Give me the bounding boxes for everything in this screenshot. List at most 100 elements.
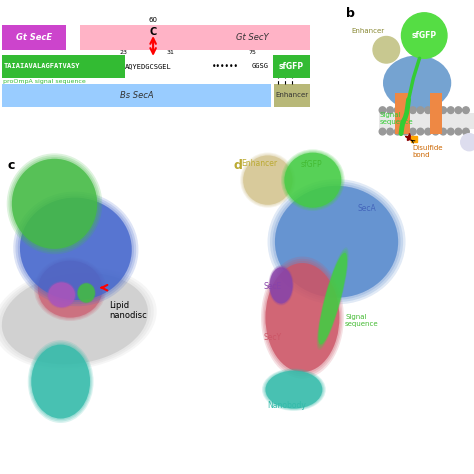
Circle shape: [463, 107, 469, 113]
Ellipse shape: [270, 267, 292, 303]
Circle shape: [373, 36, 400, 63]
Ellipse shape: [270, 182, 403, 302]
Text: 23: 23: [119, 49, 127, 55]
Ellipse shape: [268, 265, 294, 306]
Ellipse shape: [78, 283, 95, 302]
Ellipse shape: [275, 186, 398, 298]
Ellipse shape: [263, 369, 325, 410]
Text: Lipid
nanodisc: Lipid nanodisc: [109, 301, 147, 320]
Circle shape: [432, 128, 439, 135]
Text: 31: 31: [167, 49, 174, 55]
Ellipse shape: [7, 154, 102, 254]
Circle shape: [379, 107, 386, 113]
Text: proOmpA signal sequence: proOmpA signal sequence: [3, 79, 86, 84]
Ellipse shape: [269, 266, 293, 304]
Ellipse shape: [265, 371, 322, 409]
Ellipse shape: [383, 55, 451, 110]
Text: 60: 60: [149, 17, 157, 23]
FancyBboxPatch shape: [395, 93, 410, 134]
FancyBboxPatch shape: [80, 25, 310, 50]
Ellipse shape: [264, 370, 323, 410]
Ellipse shape: [0, 271, 151, 366]
Text: C: C: [149, 27, 157, 37]
Ellipse shape: [261, 256, 344, 379]
Ellipse shape: [2, 273, 148, 365]
Circle shape: [394, 107, 401, 113]
Ellipse shape: [18, 196, 134, 302]
Text: d: d: [234, 159, 243, 172]
Ellipse shape: [317, 247, 349, 350]
Ellipse shape: [284, 153, 341, 208]
Text: 75: 75: [249, 49, 256, 55]
FancyBboxPatch shape: [379, 113, 474, 129]
Ellipse shape: [48, 283, 75, 307]
Circle shape: [387, 107, 393, 113]
FancyBboxPatch shape: [2, 84, 271, 107]
Circle shape: [394, 128, 401, 135]
Text: Signal
sequence: Signal sequence: [379, 112, 413, 125]
Text: SecE: SecE: [263, 282, 282, 291]
Ellipse shape: [273, 183, 401, 300]
Ellipse shape: [281, 149, 345, 211]
Circle shape: [440, 128, 447, 135]
Ellipse shape: [9, 155, 100, 253]
Text: ••••••: ••••••: [211, 62, 238, 71]
Ellipse shape: [31, 345, 90, 419]
Text: Gt SecY: Gt SecY: [236, 33, 268, 42]
Ellipse shape: [47, 281, 76, 309]
Ellipse shape: [10, 157, 99, 251]
Ellipse shape: [317, 249, 348, 348]
Circle shape: [410, 128, 416, 135]
Ellipse shape: [29, 342, 92, 421]
Ellipse shape: [30, 343, 91, 420]
Circle shape: [417, 128, 424, 135]
Circle shape: [455, 128, 462, 135]
Circle shape: [410, 107, 416, 113]
Circle shape: [402, 128, 409, 135]
Circle shape: [432, 107, 439, 113]
Ellipse shape: [38, 261, 102, 318]
FancyBboxPatch shape: [2, 25, 66, 50]
Circle shape: [379, 128, 386, 135]
Circle shape: [447, 128, 454, 135]
Circle shape: [447, 107, 454, 113]
Ellipse shape: [269, 266, 293, 305]
Text: Disulfide
bond: Disulfide bond: [411, 140, 443, 157]
Ellipse shape: [267, 179, 406, 304]
Ellipse shape: [265, 263, 339, 372]
Ellipse shape: [36, 260, 104, 319]
Text: Enhancer: Enhancer: [242, 159, 278, 168]
Ellipse shape: [275, 186, 398, 298]
Text: Enhancer: Enhancer: [352, 28, 385, 34]
Ellipse shape: [38, 261, 102, 318]
Ellipse shape: [265, 263, 339, 372]
FancyBboxPatch shape: [2, 55, 125, 78]
Text: sfGFP: sfGFP: [279, 62, 304, 71]
Ellipse shape: [12, 159, 97, 249]
Ellipse shape: [20, 198, 132, 300]
Ellipse shape: [20, 198, 132, 300]
Text: b: b: [346, 7, 355, 20]
Ellipse shape: [242, 155, 293, 206]
Circle shape: [455, 107, 462, 113]
Ellipse shape: [262, 368, 326, 411]
Text: TAIAIAVALAGFATVASY: TAIAIAVALAGFATVASY: [3, 64, 80, 69]
Ellipse shape: [31, 345, 90, 419]
Ellipse shape: [47, 282, 76, 308]
Circle shape: [387, 128, 393, 135]
Ellipse shape: [282, 150, 344, 210]
Ellipse shape: [2, 273, 148, 365]
Text: AQYEDGCSGEL: AQYEDGCSGEL: [125, 64, 172, 69]
Circle shape: [425, 107, 431, 113]
Ellipse shape: [283, 152, 342, 209]
Ellipse shape: [28, 340, 93, 423]
Ellipse shape: [318, 251, 347, 346]
Ellipse shape: [265, 371, 322, 409]
Circle shape: [401, 13, 447, 58]
Circle shape: [402, 107, 409, 113]
Ellipse shape: [78, 283, 95, 302]
Ellipse shape: [241, 154, 294, 207]
Text: Bs SecA: Bs SecA: [120, 91, 154, 100]
Text: sfGFP: sfGFP: [301, 160, 323, 169]
Text: c: c: [7, 159, 15, 172]
